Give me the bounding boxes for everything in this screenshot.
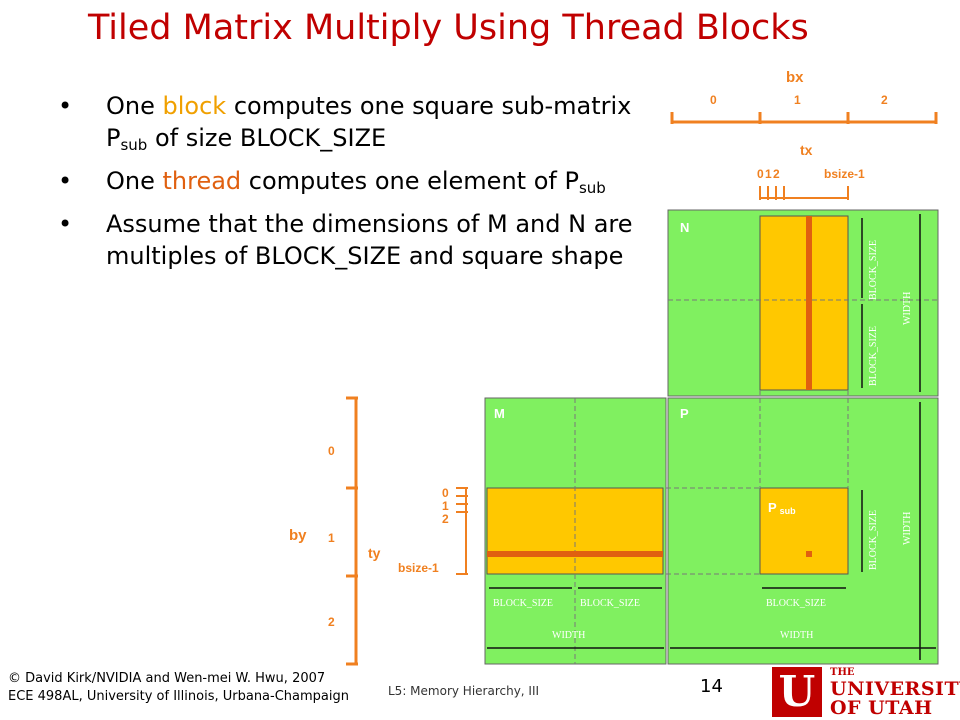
university-logo: U THE UNIVERSITY OF UTAH xyxy=(772,667,960,719)
bx-tick-2: 2 xyxy=(881,93,888,107)
matrix-p-label: P xyxy=(680,406,689,421)
bx-tick-1: 1 xyxy=(794,93,801,107)
bullet-icon: • xyxy=(58,167,73,195)
ty-tick-1: 1 xyxy=(442,499,449,513)
bx-label: bx xyxy=(786,69,804,86)
by-tick-2: 2 xyxy=(328,615,335,629)
n-block-size-label: BLOCK_SIZE xyxy=(868,240,879,300)
m-thread-row xyxy=(487,551,663,557)
n-thread-column xyxy=(806,216,812,390)
n-width-label: WIDTH xyxy=(902,292,913,325)
p-width-vertical: WIDTH xyxy=(902,512,913,545)
n-dim-arrows xyxy=(861,214,921,392)
slide-title: Tiled Matrix Multiply Using Thread Block… xyxy=(88,8,809,48)
tx-bracket xyxy=(759,186,849,200)
bx-tick-0: 0 xyxy=(710,93,717,107)
m-block-size-label-1: BLOCK_SIZE xyxy=(493,598,553,609)
tx-tick-0: 0 xyxy=(757,167,764,181)
m-dim-arrows xyxy=(487,587,664,649)
bullet-item: • One thread computes one element of Psu… xyxy=(58,167,606,197)
highlight-block: block xyxy=(162,92,227,120)
n-tile-column xyxy=(759,215,849,391)
p-dim-arrows xyxy=(670,402,936,660)
p-width-label: WIDTH xyxy=(780,630,813,641)
m-width-label: WIDTH xyxy=(552,630,585,641)
ty-label: ty xyxy=(368,545,381,561)
bullet-item: • One block computes one square sub-matr… xyxy=(58,92,632,154)
lecture-label: L5: Memory Hierarchy, III xyxy=(388,684,540,698)
bullet-icon: • xyxy=(58,92,73,120)
by-tick-0: 0 xyxy=(328,444,335,458)
ty-bracket xyxy=(456,487,468,575)
matrix-n-label: N xyxy=(680,220,689,235)
m-block-size-label-2: BLOCK_SIZE xyxy=(580,598,640,609)
page-number: 14 xyxy=(700,676,723,697)
bullet-list: • One block computes one square sub-matr… xyxy=(58,90,658,276)
p-thread-element xyxy=(806,551,812,557)
bx-bracket xyxy=(670,112,938,124)
by-label: by xyxy=(289,527,307,544)
n-block-size-label: BLOCK_SIZE xyxy=(868,326,879,386)
p-sub-tile xyxy=(759,487,849,575)
p-block-size-vertical: BLOCK_SIZE xyxy=(868,510,879,570)
ty-tick-2: 2 xyxy=(442,512,449,526)
bullet-item: • Assume that the dimensions of M and N … xyxy=(58,210,633,270)
ty-tick-bsize: bsize-1 xyxy=(398,561,439,575)
p-dash-lines xyxy=(666,390,849,575)
tx-tick-bsize: bsize-1 xyxy=(824,167,865,181)
p-block-size-label: BLOCK_SIZE xyxy=(766,598,826,609)
by-tick-1: 1 xyxy=(328,531,335,545)
u-logo-icon: U xyxy=(772,667,822,717)
bullet-icon: • xyxy=(58,210,73,238)
highlight-thread: thread xyxy=(162,167,242,195)
tx-tick-1: 1 xyxy=(765,167,772,181)
by-bracket xyxy=(346,396,358,666)
copyright: © David Kirk/NVIDIA and Wen-mei W. Hwu, … xyxy=(8,671,349,704)
matrix-m-label: M xyxy=(494,406,505,421)
tx-label: tx xyxy=(800,142,813,158)
ty-tick-0: 0 xyxy=(442,486,449,500)
tx-tick-2: 2 xyxy=(773,167,780,181)
